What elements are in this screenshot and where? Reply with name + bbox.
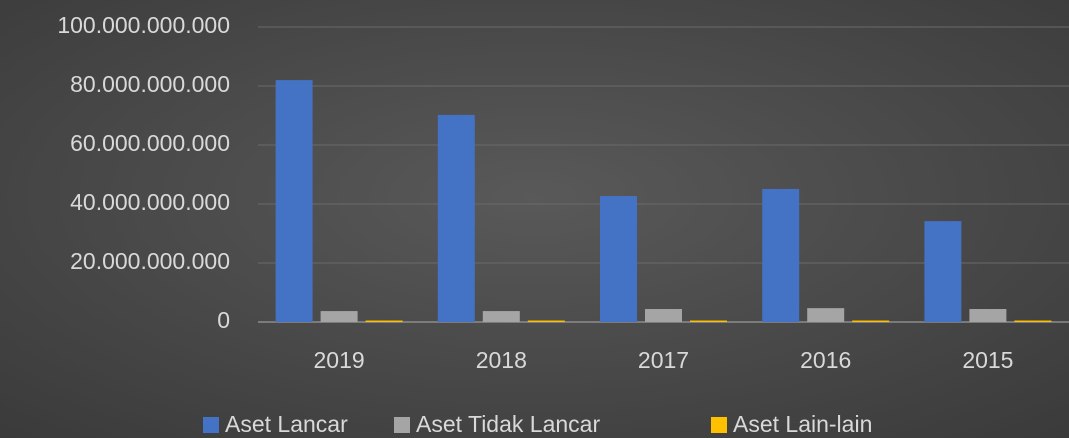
legend-label: Aset Lancar xyxy=(225,411,348,437)
x-tick-label: 2015 xyxy=(962,347,1013,373)
y-tick-label: 0 xyxy=(217,307,230,333)
x-tick-label: 2019 xyxy=(314,347,365,373)
bar xyxy=(690,320,727,322)
bar xyxy=(365,320,403,322)
x-tick-label: 2017 xyxy=(638,347,689,373)
bar xyxy=(762,188,800,322)
legend-swatch xyxy=(711,417,727,433)
x-tick-label: 2016 xyxy=(800,347,851,373)
bar xyxy=(645,309,682,322)
legend-swatch xyxy=(394,417,410,433)
legend-label: Aset Tidak Lancar xyxy=(416,411,600,437)
bar xyxy=(527,320,565,322)
x-tick-label: 2018 xyxy=(476,347,527,373)
bar xyxy=(437,114,475,322)
bar xyxy=(600,196,637,322)
legend-swatch xyxy=(203,417,219,433)
y-tick-label: 80.000.000.000 xyxy=(70,71,230,97)
y-tick-label: 60.000.000.000 xyxy=(70,130,230,156)
bar xyxy=(807,308,845,322)
y-tick-label: 40.000.000.000 xyxy=(70,189,230,215)
bar xyxy=(482,311,520,322)
bar xyxy=(924,221,962,322)
bar xyxy=(1014,320,1052,322)
y-tick-label: 20.000.000.000 xyxy=(70,248,230,274)
bar xyxy=(969,309,1007,322)
bar xyxy=(852,320,890,322)
bar xyxy=(320,311,358,322)
y-tick-label: 100.000.000.000 xyxy=(57,12,230,38)
legend-label: Aset Lain-lain xyxy=(733,411,872,437)
bar xyxy=(275,80,313,322)
